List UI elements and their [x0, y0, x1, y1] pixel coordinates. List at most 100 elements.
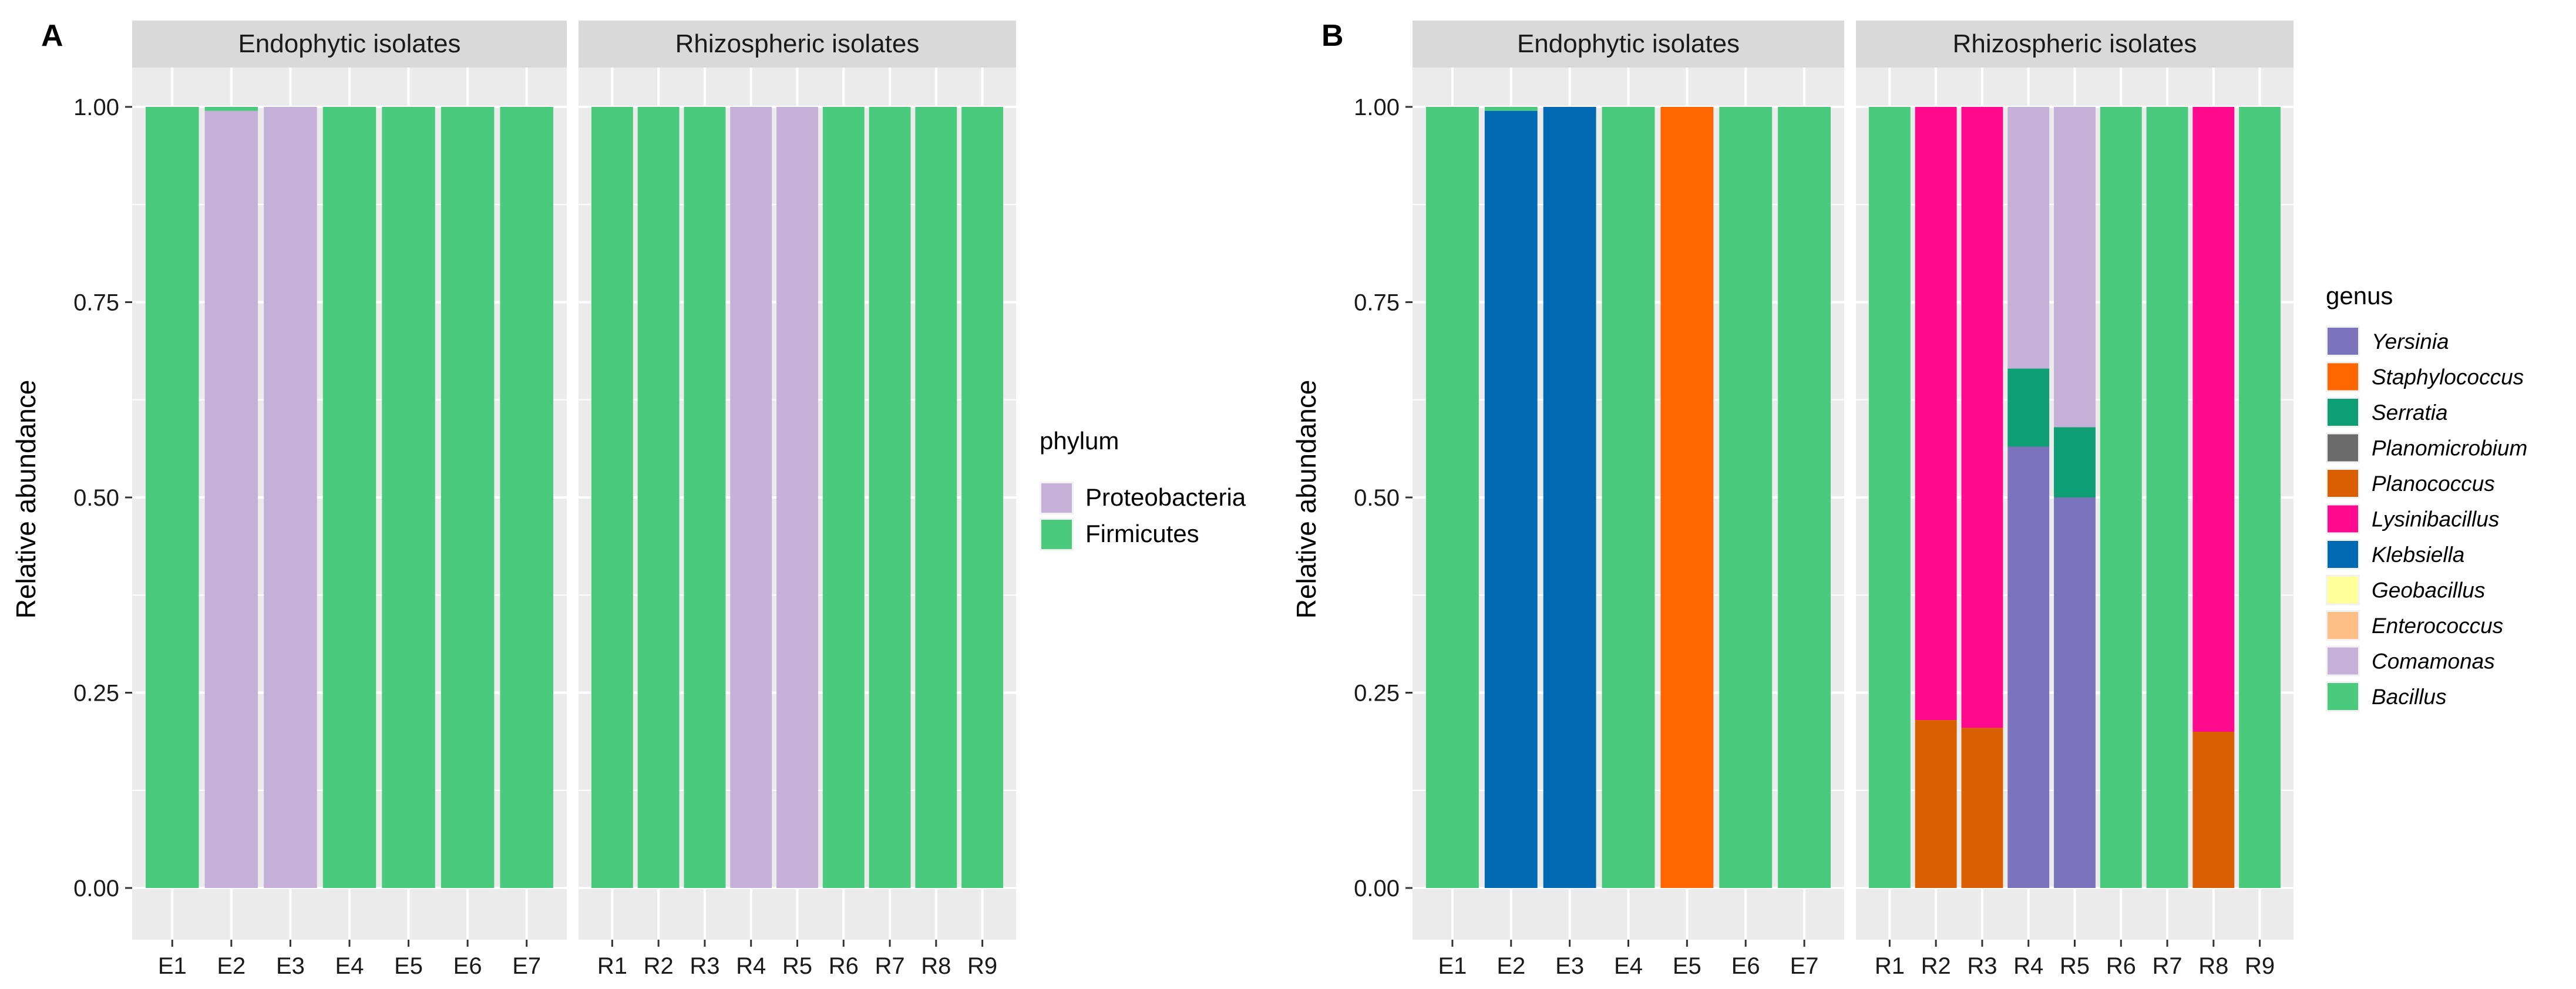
bar-e3-klebsiella: [1543, 107, 1596, 888]
x-tick-label: E1: [158, 953, 187, 979]
bar-r5-proteobacteria: [776, 107, 818, 888]
bar-e6-bacillus: [1719, 107, 1773, 888]
legend-label-planomicrobium: Planomicrobium: [2372, 436, 2527, 460]
panel-b: B Relative abundance Endophytic isolates…: [1291, 19, 2527, 979]
facet-title: Endophytic isolates: [1517, 29, 1740, 58]
legend-phylum: phylum Proteobacteria Firmicutes: [1040, 427, 1246, 551]
y-tick-label: 0.75: [73, 290, 119, 316]
bar-r2-lysinibacillus: [1915, 107, 1957, 721]
legend-swatch-bacillus: [2328, 683, 2358, 710]
y-axis: 0.00 0.25 0.50 0.75 1.00: [1354, 95, 1413, 901]
bar-r4-proteobacteria: [730, 107, 772, 888]
panel-label: B: [1321, 19, 1344, 53]
legend-label-yersinia: Yersinia: [2372, 329, 2449, 354]
facet-title: Rhizospheric isolates: [1953, 29, 2197, 58]
x-tick-label: E3: [276, 953, 305, 979]
x-tick-label: R4: [736, 953, 766, 979]
bar-r4-comamonas: [2007, 107, 2050, 369]
legend-label-geobacillus: Geobacillus: [2372, 578, 2485, 603]
facet-strip: [579, 21, 1016, 68]
facet-strip: [132, 21, 567, 68]
bar-r2-planococcus: [1915, 720, 1957, 888]
bar-r3-planococcus: [1961, 728, 2003, 888]
x-tick-label: E7: [512, 953, 541, 979]
facet-title: Rhizospheric isolates: [675, 29, 920, 58]
x-tick-label: E5: [394, 953, 423, 979]
x-tick-label: R1: [1875, 953, 1905, 979]
legend-swatch-lysinibacillus: [2328, 505, 2358, 533]
bar-r1-firmicutes: [591, 107, 633, 888]
legend-title: genus: [2326, 282, 2393, 310]
bar-r6-bacillus: [2100, 107, 2142, 888]
x-tick-label: E4: [335, 953, 364, 979]
x-tick-label: E3: [1555, 953, 1584, 979]
bar-e2-bacillus: [1484, 107, 1538, 111]
x-tick-label: R8: [2198, 953, 2228, 979]
x-tick-label: R3: [690, 953, 719, 979]
x-tick-label: E6: [1731, 953, 1760, 979]
legend-swatch-enterococcus: [2328, 612, 2358, 639]
panel-a: A Relative abundance Endophytic isolates…: [11, 19, 1246, 979]
facet-title: Endophytic isolates: [238, 29, 460, 58]
bar-r1-bacillus: [1868, 107, 1911, 888]
x-tick-label: R7: [2152, 953, 2182, 979]
legend-swatch-comamonas: [2328, 647, 2358, 675]
y-tick-label: 0.00: [73, 876, 119, 901]
bar-e6-firmicutes: [440, 107, 495, 888]
x-tick-label: E2: [1496, 953, 1525, 979]
x-tick-label: R9: [2245, 953, 2275, 979]
x-tick-label: E2: [217, 953, 246, 979]
x-tick-label: E1: [1438, 953, 1467, 979]
y-axis: 0.00 0.25 0.50 0.75 1.00: [73, 95, 132, 901]
bar-e4-bacillus: [1602, 107, 1655, 888]
legend-label-lysinibacillus: Lysinibacillus: [2372, 507, 2499, 531]
bar-e5-staphylococcus: [1660, 107, 1714, 888]
bar-r8-firmicutes: [915, 107, 957, 888]
bar-e7-bacillus: [1778, 107, 1831, 888]
legend-title: phylum: [1040, 427, 1119, 455]
bar-r5-serratia: [2054, 427, 2096, 497]
legend-swatch-yersinia: [2328, 328, 2358, 355]
x-tick-label: R3: [1967, 953, 1997, 979]
bar-e7-firmicutes: [500, 107, 553, 888]
bar-r9-firmicutes: [961, 107, 1004, 888]
legend-genus: genus Yersinia Staphylococcus Serratia Plano…: [2326, 282, 2527, 712]
bar-e1-firmicutes: [146, 107, 199, 888]
legend-label-staphylococcus: Staphylococcus: [2372, 365, 2524, 389]
x-tick-label: R4: [2013, 953, 2043, 979]
y-tick-label: 0.00: [1354, 876, 1400, 901]
x-tick-label: E5: [1673, 953, 1701, 979]
x-tick-label: R5: [782, 953, 812, 979]
legend-label-enterococcus: Enterococcus: [2372, 614, 2503, 638]
x-tick-label: R1: [597, 953, 627, 979]
legend-swatch-klebsiella: [2328, 541, 2358, 568]
bar-r5-comamonas: [2054, 107, 2096, 428]
bar-e5-firmicutes: [382, 107, 435, 888]
y-tick-label: 0.25: [1354, 681, 1400, 707]
bar-r9-bacillus: [2239, 107, 2281, 888]
bar-r3-firmicutes: [684, 107, 726, 888]
y-tick-label: 1.00: [73, 95, 119, 120]
x-tick-label: R6: [829, 953, 859, 979]
legend-swatch-serratia: [2328, 399, 2358, 426]
x-tick-label: R2: [644, 953, 674, 979]
bar-e2-firmicutes: [204, 107, 258, 111]
x-tick-label: R9: [967, 953, 997, 979]
facet-strip: [1856, 21, 2293, 68]
x-tick-label: R5: [2060, 953, 2090, 979]
legend-swatch-planomicrobium: [2328, 434, 2358, 462]
y-tick-label: 0.50: [1354, 485, 1400, 511]
y-tick-label: 0.75: [1354, 290, 1400, 316]
bar-r2-firmicutes: [637, 107, 680, 888]
legend-swatch-proteobacteria: [1041, 483, 1072, 513]
legend-label-comamonas: Comamonas: [2372, 650, 2495, 674]
y-tick-label: 0.50: [73, 485, 119, 511]
y-axis-label: Relative abundance: [11, 380, 41, 619]
y-tick-label: 0.25: [73, 681, 119, 707]
bar-e2-proteobacteria: [204, 110, 258, 888]
legend-label-bacillus: Bacillus: [2372, 685, 2447, 709]
legend-swatch-planococcus: [2328, 470, 2358, 497]
x-tick-label: R7: [875, 953, 904, 979]
bar-r3-lysinibacillus: [1961, 107, 2003, 728]
